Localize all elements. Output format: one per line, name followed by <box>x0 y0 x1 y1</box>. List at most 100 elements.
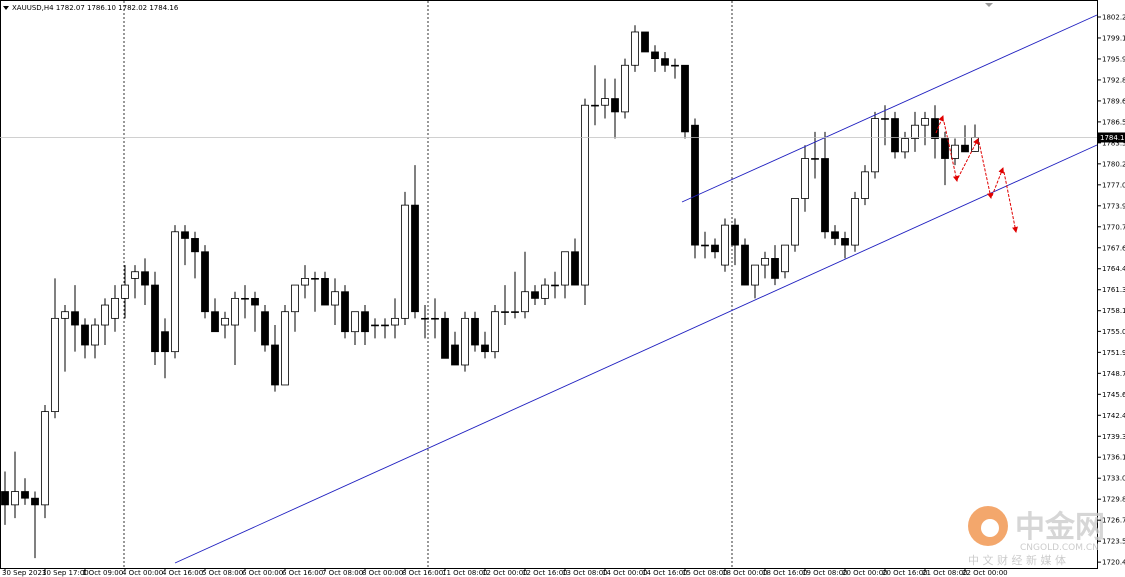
candle-body <box>791 198 799 246</box>
y-tick-label: 1764.45 <box>1102 265 1125 273</box>
candle-body <box>911 124 919 139</box>
candle-body <box>831 231 839 239</box>
candle-body <box>271 344 279 386</box>
brand: 中金网 <box>1015 510 1105 545</box>
y-tick-label: 1770.75 <box>1102 223 1125 231</box>
candle-body <box>71 311 79 326</box>
arrow <box>1003 171 1018 233</box>
candle-body <box>801 158 809 199</box>
candle-body <box>661 58 669 66</box>
x-tick-label: 1 Oct 09:00 <box>82 569 123 577</box>
candle-body <box>131 271 139 279</box>
y-tick-label: 1783.35 <box>1102 139 1125 147</box>
x-tick-label: 7 Oct 08:00 <box>322 569 363 577</box>
candle-body <box>381 324 389 327</box>
x-tick-label: 12 Oct 00:00 <box>482 569 528 577</box>
candle-body <box>331 291 339 306</box>
y-tick-label: 1786.50 <box>1102 118 1125 126</box>
candle-body <box>421 317 429 320</box>
channel <box>174 14 1098 564</box>
candle-body <box>1 491 9 506</box>
candle-body <box>211 311 219 333</box>
arrow <box>978 141 993 199</box>
candle-body <box>591 104 599 107</box>
candle-body <box>261 311 269 346</box>
candle-body <box>681 64 689 133</box>
candle-body <box>821 158 829 233</box>
candle-body <box>651 51 659 60</box>
plot-frame <box>0 0 1098 569</box>
site: CNGOLD.COM.CN <box>1020 543 1099 553</box>
x-tick-label: 18 Oct 16:00 <box>762 569 808 577</box>
y-tick-label: 1739.30 <box>1102 433 1125 441</box>
candle-body <box>91 324 99 346</box>
x-tick-label: 4 Oct 16:00 <box>162 569 203 577</box>
channel-lower <box>174 144 1098 564</box>
x-tick-label: 11 Oct 08:00 <box>442 569 488 577</box>
header: XAUUSD,H4 1782.07 1786.10 1782.02 1784.1… <box>12 4 179 12</box>
y-tick-label: 1755.05 <box>1102 328 1125 336</box>
candle-body <box>31 497 39 506</box>
candle-body <box>621 64 629 113</box>
shift-marker <box>985 3 993 7</box>
candle-body <box>611 98 619 113</box>
candle-body <box>951 144 959 159</box>
tagline: 中 文 财 经 新 媒 体 <box>968 553 1066 567</box>
y-tick-label: 1780.20 <box>1102 160 1125 168</box>
candle-body <box>251 297 259 306</box>
x-tick-label: 5 Oct 08:00 <box>202 569 243 577</box>
candle-body <box>551 284 559 287</box>
candle-body <box>721 224 729 266</box>
x-tick-label: 13 Oct 08:00 <box>562 569 608 577</box>
candle-body <box>751 264 759 286</box>
candle-body <box>571 251 579 286</box>
arrow <box>957 138 979 179</box>
candle-body <box>61 311 69 319</box>
arrow <box>935 115 944 134</box>
x-tick-label: 21 Oct 08:00 <box>922 569 968 577</box>
logo-inner <box>981 519 999 537</box>
y-tick-label: 1720.40 <box>1102 559 1125 567</box>
forecast-arrows <box>935 115 1018 233</box>
candle-body <box>761 258 769 266</box>
candle-body <box>41 411 49 506</box>
menu-marker <box>3 6 9 10</box>
candle-body <box>921 118 929 126</box>
candle-body <box>771 258 779 279</box>
candle-body <box>341 291 349 333</box>
y-tick-label: 1799.10 <box>1102 34 1125 42</box>
y-tick-label: 1767.60 <box>1102 244 1125 252</box>
candle-body <box>631 31 639 66</box>
candle-body <box>321 278 329 306</box>
candle-body <box>641 31 649 53</box>
candle-body <box>731 224 739 246</box>
candle-body <box>221 317 229 326</box>
x-tick-label: 8 Oct 16:00 <box>402 569 443 577</box>
candle-body <box>581 104 589 286</box>
candle-body <box>461 317 469 366</box>
watermark: 中金网 CNGOLD.COM.CN 中 文 财 经 新 媒 体 <box>968 506 1105 567</box>
candle-body <box>141 271 149 286</box>
y-tick-label: 1789.65 <box>1102 97 1125 105</box>
candle-body <box>931 118 939 139</box>
y-tick-label: 1723.55 <box>1102 538 1125 546</box>
x-tick-label: 15 Oct 08:00 <box>682 569 728 577</box>
candle-body <box>941 138 949 159</box>
candle-body <box>81 324 89 346</box>
candle-body <box>531 291 539 299</box>
candle-body <box>891 118 899 153</box>
x-tick-label: 22 Oct 00:00 <box>962 569 1008 577</box>
candles <box>1 25 979 559</box>
candle-body <box>511 311 519 313</box>
y-tick-label: 1726.70 <box>1102 517 1125 525</box>
y-tick-label: 1777.05 <box>1102 181 1125 189</box>
y-tick-label: 1792.80 <box>1102 76 1125 84</box>
candle-body <box>841 238 849 246</box>
current-price-label: 1784.16 <box>1100 134 1125 142</box>
candle-body <box>301 278 309 286</box>
channel-upper <box>681 14 1098 203</box>
y-tick-label: 1802.25 <box>1102 13 1125 21</box>
candle-body <box>371 324 379 327</box>
candle-body <box>121 284 129 299</box>
